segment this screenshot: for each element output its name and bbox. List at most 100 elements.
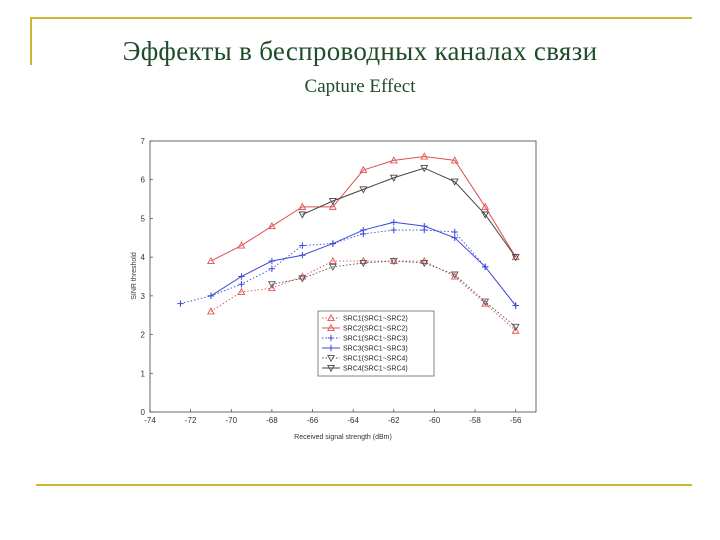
- legend-label: SRC1(SRC1~SRC3): [343, 336, 408, 343]
- y-tick-label: 0: [141, 408, 146, 417]
- data-point: [512, 302, 519, 309]
- legend-marker: [327, 323, 335, 332]
- data-point: [511, 323, 520, 331]
- data-point: [268, 265, 276, 272]
- series-line: [302, 167, 517, 258]
- y-tick-label: 4: [141, 253, 146, 262]
- top-rule: [30, 17, 692, 19]
- data-point: [359, 259, 368, 268]
- series-line: [210, 260, 516, 332]
- x-tick-label: -56: [510, 416, 522, 425]
- legend-item: SRC2(SRC1~SRC2): [322, 323, 408, 333]
- data-point: [420, 165, 429, 173]
- y-tick-label: 7: [141, 137, 146, 146]
- data-point: [206, 307, 215, 315]
- legend-item: SRC3(SRC1~SRC3): [322, 344, 408, 353]
- data-point: [481, 211, 490, 219]
- data-point: [451, 234, 458, 241]
- x-tick-label: -74: [144, 416, 156, 425]
- data-point: [481, 202, 490, 210]
- legend-item: SRC1(SRC1~SRC4): [322, 354, 408, 363]
- slide-subtitle: Capture Effect: [304, 76, 416, 97]
- data-point: [359, 165, 368, 174]
- data-point: [511, 254, 520, 262]
- y-axis-label: SINR threshold: [131, 252, 138, 300]
- data-point: [481, 298, 490, 306]
- slide-title: Эффекты в беспроводных каналах связи: [122, 36, 598, 66]
- data-point: [389, 258, 398, 266]
- legend-item: SRC1(SRC1~SRC2): [322, 313, 408, 323]
- data-point: [328, 202, 337, 210]
- bottom-rule: [36, 484, 692, 486]
- legend-label: SRC2(SRC1~SRC2): [343, 326, 408, 333]
- series-5: [267, 258, 520, 331]
- data-point: [389, 174, 398, 182]
- data-point: [420, 152, 429, 160]
- data-point: [177, 300, 184, 307]
- data-point: [298, 275, 307, 283]
- axis-ticks: -74 -72 -70 -68 -66 -64 -62 -60 -58 -56 0 1 2 3 4 5 6 7: [141, 137, 522, 425]
- legend-item: SRC4(SRC1~SRC4): [322, 364, 408, 373]
- data-point: [450, 271, 459, 279]
- data-point: [299, 242, 306, 249]
- data-point: [482, 263, 489, 271]
- data-point: [298, 211, 307, 219]
- data-point: [390, 226, 397, 234]
- data-point: [267, 283, 276, 292]
- x-tick-label: -62: [388, 416, 400, 425]
- x-tick-label: -66: [307, 416, 319, 425]
- legend-item: SRC1(SRC1~SRC3): [322, 334, 408, 343]
- data-point: [389, 156, 398, 164]
- data-point: [206, 256, 215, 265]
- data-point: [237, 287, 246, 295]
- data-point: [421, 222, 428, 230]
- data-point: [268, 257, 276, 265]
- series-2: [206, 152, 520, 265]
- legend-label: SRC1(SRC1~SRC4): [343, 356, 408, 363]
- legend: SRC1(SRC1~SRC2) SRC2(SRC1~SRC2) SRC1(SRC1~…: [317, 310, 435, 377]
- data-point: [329, 240, 337, 247]
- x-tick-label: -58: [469, 416, 481, 425]
- series-6: [298, 165, 520, 262]
- data-point: [267, 281, 276, 289]
- series-group: [177, 152, 520, 334]
- data-point: [390, 219, 397, 226]
- legend-marker: [327, 313, 335, 322]
- x-tick-label: -70: [225, 416, 237, 425]
- x-tick-label: -72: [185, 416, 197, 425]
- legend-marker: [327, 364, 335, 373]
- x-tick-label: -60: [429, 416, 441, 425]
- y-tick-label: 6: [141, 176, 146, 185]
- legend-label: SRC3(SRC1~SRC3): [343, 346, 408, 353]
- data-point: [420, 259, 429, 268]
- data-point: [359, 186, 368, 194]
- data-point: [267, 222, 276, 230]
- data-point: [511, 326, 520, 334]
- legend-label: SRC1(SRC1~SRC2): [343, 316, 408, 323]
- series-line: [210, 155, 517, 262]
- legend-label: SRC4(SRC1~SRC4): [343, 366, 408, 373]
- legend-marker: [327, 354, 335, 363]
- left-rule: [30, 17, 32, 65]
- y-tick-label: 5: [141, 214, 146, 223]
- data-point: [328, 263, 337, 271]
- data-point: [451, 228, 458, 236]
- x-tick-label: -68: [266, 416, 278, 425]
- data-point: [207, 292, 215, 300]
- legend-marker: [327, 344, 335, 352]
- data-point: [328, 256, 337, 265]
- x-tick-label: -64: [347, 416, 359, 425]
- data-point: [450, 156, 459, 164]
- y-tick-label: 1: [141, 369, 146, 378]
- series-4: [207, 219, 519, 309]
- data-point: [450, 178, 459, 186]
- data-point: [238, 281, 245, 288]
- series-line: [180, 229, 517, 306]
- y-tick-label: 3: [141, 292, 146, 301]
- data-point: [360, 226, 367, 234]
- data-point: [237, 241, 246, 249]
- data-point: [299, 252, 306, 259]
- data-point: [238, 273, 245, 280]
- legend-marker: [327, 334, 335, 342]
